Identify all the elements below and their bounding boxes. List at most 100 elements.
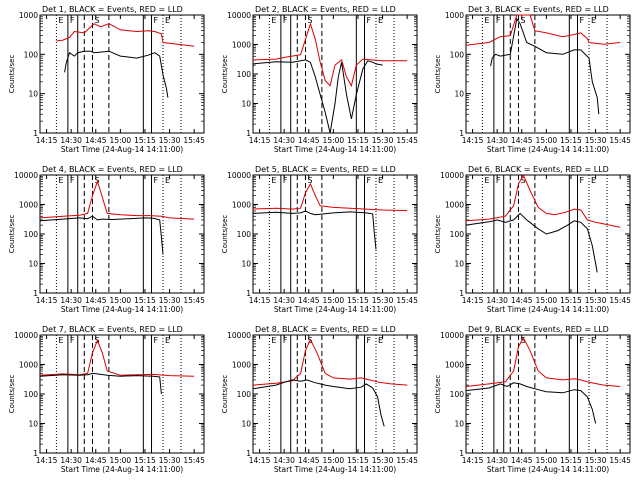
y-axis-label-p7: Counts/sec [8,375,16,414]
x-tick-label-p6: 15:45 [609,296,631,305]
y-tick-label-p2: 10000 [227,11,251,20]
x-tick-label-p1: 15:30 [159,136,181,145]
x-tick-label-p2: 15:00 [323,136,345,145]
y-tick-label-p7: 10000 [14,331,38,340]
x-tick-label-p3: 15:45 [609,136,631,145]
x-tick-label-p4: 15:00 [110,296,132,305]
y-tick-label-p9: 1000 [445,361,464,370]
y-axis-label-p8: Counts/sec [221,375,229,414]
x-axis-label-p8: Start Time (24-Aug-14 14:11:00) [274,465,396,474]
y-tick-label-p2: 100 [237,70,252,79]
marker-label-p1: E [165,16,170,25]
x-tick-label-p4: 15:30 [159,296,181,305]
marker-label-p9: F [496,336,501,345]
x-tick-label-p7: 15:00 [110,456,132,465]
x-tick-label-p7: 15:15 [134,456,156,465]
marker-label-p8: E [378,336,383,345]
y-axis-label-p9: Counts/sec [434,375,442,414]
marker-label-p4: E [58,176,63,185]
lld-series-line-p3 [465,14,621,46]
y-tick-label-p6: 10 [454,260,464,269]
marker-label-p8: F [283,336,288,345]
events-series-line-p3 [490,17,600,115]
marker-label-p5: F [283,176,288,185]
y-tick-label-p7: 100 [24,390,39,399]
x-tick-label-p2: 15:45 [396,136,418,145]
marker-label-p7: E [58,336,63,345]
marker-label-p4: E [165,176,170,185]
marker-label-p2: E [271,16,276,25]
marker-label-p1: F [154,16,159,25]
y-tick-label-p8: 10000 [227,331,251,340]
events-series-line-p7 [39,372,162,395]
panel-title-p4: Det 4, BLACK = Events, RED = LLD [42,165,183,174]
marker-label-p3: E [484,16,489,25]
panel-title-p6: Det 6, BLACK = Events, RED = LLD [468,165,609,174]
marker-label-p6: F [496,176,501,185]
panel-title-p1: Det 1, BLACK = Events, RED = LLD [42,5,183,14]
x-tick-label-p2: 14:15 [249,136,271,145]
x-tick-label-p6: 14:30 [486,296,508,305]
x-tick-label-p3: 15:00 [536,136,558,145]
panel-frame-p1 [39,14,205,134]
marker-label-p3: E [591,16,596,25]
x-tick-label-p6: 14:45 [511,296,533,305]
x-tick-label-p9: 14:15 [462,456,484,465]
x-tick-label-p2: 15:30 [372,136,394,145]
y-tick-label-p5: 10 [241,260,251,269]
panel-frame-p7 [39,334,205,454]
y-axis-label-p3: Counts/sec [434,55,442,94]
marker-label-p4: F [154,176,159,185]
x-tick-label-p9: 15:30 [585,456,607,465]
panel-title-p2: Det 2, BLACK = Events, RED = LLD [255,5,396,14]
y-tick-label-p4: 10000 [14,171,38,180]
y-tick-label-p6: 100 [450,230,465,239]
y-tick-label-p2: 1 [246,129,251,138]
x-tick-label-p1: 14:45 [85,136,107,145]
y-tick-label-p8: 1000 [232,361,251,370]
y-tick-label-p3: 1 [459,129,464,138]
x-tick-label-p4: 14:45 [85,296,107,305]
x-tick-label-p8: 15:15 [347,456,369,465]
x-tick-label-p8: 14:30 [273,456,295,465]
x-axis-label-p7: Start Time (24-Aug-14 14:11:00) [61,465,183,474]
y-tick-label-p7: 10 [28,420,38,429]
y-tick-label-p8: 100 [237,390,252,399]
panel-frame-p5 [252,174,418,294]
panel-frame-p3 [465,14,631,134]
panel-title-p9: Det 9, BLACK = Events, RED = LLD [468,325,609,334]
y-tick-label-p9: 100 [450,390,465,399]
x-axis-label-p3: Start Time (24-Aug-14 14:11:00) [487,145,609,154]
x-tick-label-p5: 15:45 [396,296,418,305]
y-tick-label-p9: 1 [459,449,464,458]
x-tick-label-p9: 15:00 [536,456,558,465]
y-tick-label-p9: 10000 [440,331,464,340]
y-tick-label-p4: 10 [28,260,38,269]
x-tick-label-p1: 15:15 [134,136,156,145]
events-series-line-p9 [465,382,597,424]
x-tick-label-p5: 15:30 [372,296,394,305]
x-tick-label-p5: 14:45 [298,296,320,305]
y-axis-label-p6: Counts/sec [434,215,442,254]
x-tick-label-p8: 14:15 [249,456,271,465]
marker-label-p2: S [307,16,312,25]
marker-label-p1: E [58,16,63,25]
marker-label-p4: F [70,176,75,185]
x-tick-label-p5: 14:15 [249,296,271,305]
x-tick-label-p7: 15:45 [183,456,205,465]
panel-title-p3: Det 3, BLACK = Events, RED = LLD [468,5,609,14]
lld-series-line-p9 [465,336,621,387]
events-series-line-p6 [465,212,598,273]
y-tick-label-p2: 1000 [232,41,251,50]
panel-frame-p9 [465,334,631,454]
marker-label-p1: F [70,16,75,25]
y-tick-label-p1: 10 [28,90,38,99]
events-series-line-p4 [39,215,164,255]
y-tick-label-p6: 1 [459,289,464,298]
y-axis-label-p5: Counts/sec [221,215,229,254]
x-tick-label-p7: 15:30 [159,456,181,465]
y-tick-label-p1: 100 [24,50,39,59]
x-tick-label-p3: 15:15 [560,136,582,145]
y-tick-label-p5: 100 [237,230,252,239]
